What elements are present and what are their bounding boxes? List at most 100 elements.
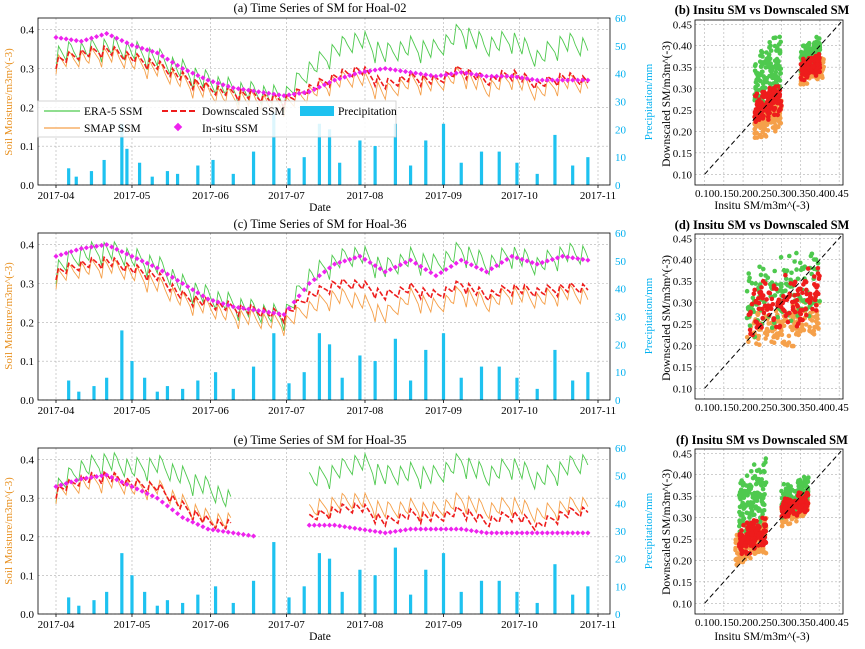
- era5-point: [756, 467, 762, 473]
- x-tick-label: 2017-09: [425, 405, 462, 417]
- era5-point: [798, 260, 803, 266]
- insitu-marker: [428, 270, 434, 276]
- era5-point: [799, 487, 805, 492]
- era5-point: [783, 276, 789, 282]
- x-tick-label: 2017-10: [501, 405, 538, 417]
- precipitation-bar: [553, 349, 557, 400]
- x-tick-label: 0.10: [695, 617, 715, 629]
- downscaled-point: [794, 513, 800, 518]
- insitu-marker: [78, 476, 84, 482]
- downscaled-point: [804, 287, 809, 293]
- era5-point: [794, 250, 799, 256]
- precipitation-bar: [424, 349, 428, 400]
- legend-precip-label: Precipitation: [338, 106, 397, 118]
- downscaled-point: [781, 293, 786, 299]
- insitu-marker: [554, 530, 561, 536]
- insitu-marker: [225, 83, 231, 89]
- x-tick-label: 0.15: [714, 188, 734, 200]
- scatter-panel-f: (f) Insitu SM vs Downscaled SM Insitu SM…: [661, 433, 849, 643]
- insitu-marker: [473, 264, 479, 270]
- era5-point: [806, 475, 811, 480]
- y-tick-label: 0.25: [673, 319, 693, 331]
- insitu-marker: [286, 305, 292, 311]
- precipitation-bar: [287, 597, 291, 614]
- era5-point: [792, 259, 797, 264]
- insitu-marker: [504, 256, 510, 262]
- insitu-marker: [408, 257, 414, 263]
- downscaled-point: [803, 505, 809, 510]
- x-tick-label: 0.40: [810, 402, 830, 414]
- precipitation-bar: [165, 386, 170, 400]
- precipitation-bar: [302, 586, 306, 614]
- era5-point: [779, 288, 785, 294]
- downscaled-point: [761, 516, 767, 521]
- downscaled-point: [788, 507, 793, 513]
- insitu-marker: [99, 242, 105, 248]
- downscaled-point: [751, 291, 757, 297]
- insitu-marker: [413, 70, 419, 76]
- precipitation-bar: [102, 159, 106, 185]
- era5-point: [801, 266, 806, 272]
- insitu-marker: [326, 265, 333, 271]
- downscaled-point: [795, 287, 801, 293]
- y-tick-label: 0.25: [673, 534, 693, 546]
- downscaled-point: [757, 114, 762, 119]
- era5-point: [753, 481, 759, 487]
- insitu-marker: [88, 474, 95, 480]
- precipitation-bar: [441, 123, 446, 185]
- precipitation-bar: [424, 140, 428, 185]
- insitu-marker: [428, 526, 434, 532]
- smap-point: [759, 134, 764, 139]
- precipitation-bar: [358, 140, 362, 185]
- era5-point: [752, 490, 757, 496]
- x-tick-label: 0.25: [753, 617, 773, 629]
- smap-point: [782, 342, 787, 347]
- downscaled-point: [800, 69, 805, 74]
- precipitation-bar: [272, 333, 276, 400]
- era5-point: [749, 469, 754, 474]
- insitu-marker: [114, 35, 120, 41]
- smap-point: [807, 329, 813, 334]
- smap-point: [779, 328, 784, 334]
- precipitation-bar: [287, 383, 291, 400]
- downscaled-point: [764, 100, 770, 106]
- era5-point: [777, 34, 782, 40]
- precipitation-bar: [459, 377, 463, 400]
- downscaled-point: [749, 527, 755, 532]
- era5-point: [812, 40, 817, 45]
- era5-point: [764, 50, 769, 55]
- scatter-panel-d: (d) Insitu SM vs Downscaled SM Downscale…: [661, 218, 850, 414]
- y2-tick-label: 20: [615, 339, 627, 351]
- era5-point: [806, 40, 812, 46]
- downscaled-point: [752, 114, 757, 120]
- era5-point: [760, 486, 766, 492]
- insitu-marker: [281, 93, 287, 99]
- downscaled-point: [769, 296, 775, 302]
- era5-point: [753, 62, 758, 67]
- precipitation-bar: [459, 591, 463, 614]
- era5-point: [768, 68, 774, 74]
- x-tick-label: 0.25: [753, 188, 773, 200]
- panel-f-ylabel: Downscaled SM/m3m^(-3): [661, 469, 673, 595]
- y-tick-label: 0.20: [673, 126, 693, 138]
- insitu-marker: [144, 491, 150, 497]
- precipitation-bar: [571, 594, 575, 614]
- era5-point: [771, 35, 776, 41]
- insitu-marker: [397, 68, 403, 74]
- downscaled-point: [772, 112, 777, 117]
- y-tick-label: 0.2: [20, 317, 34, 329]
- insitu-marker: [99, 32, 105, 38]
- insitu-marker: [68, 37, 74, 43]
- y2-tick-label: 40: [615, 284, 627, 296]
- y-tick-label: 0.40: [673, 41, 693, 53]
- downscaled-point: [773, 84, 779, 89]
- precipitation-bar: [302, 157, 306, 185]
- insitu-marker: [124, 40, 130, 46]
- insitu-marker: [190, 70, 196, 76]
- downscaled-point: [747, 327, 753, 333]
- downscaled-point: [775, 303, 780, 309]
- downscaled-point: [749, 301, 755, 307]
- insitu-marker: [433, 526, 439, 532]
- era5-point: [749, 508, 755, 514]
- downscaled-point: [814, 308, 819, 313]
